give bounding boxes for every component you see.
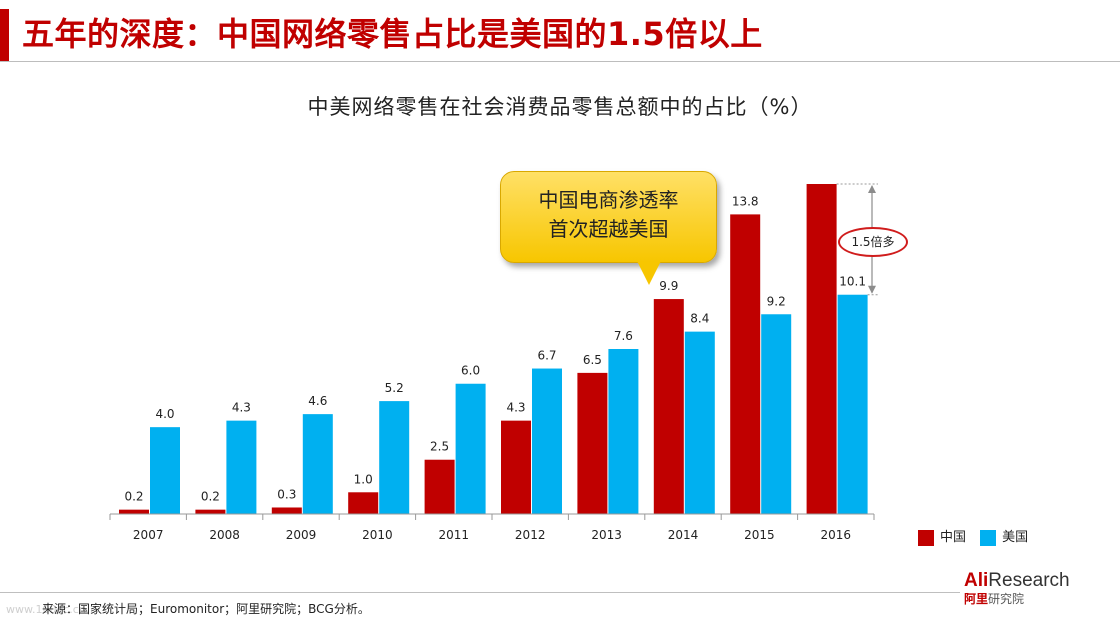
legend-item-china: 中国	[918, 526, 966, 546]
bar-usa-2007	[150, 427, 180, 514]
aliresearch-logo: AliResearch 阿里研究院	[964, 570, 1120, 607]
bar-china-2011	[424, 459, 455, 514]
legend-swatch-usa	[980, 529, 997, 546]
data-label-usa-2008: 4.3	[232, 401, 251, 415]
callout-pointer	[637, 261, 661, 285]
data-label-china-2010: 1.0	[354, 472, 373, 486]
bar-china-2013	[577, 372, 608, 514]
legend-label-usa: 美国	[1002, 530, 1029, 545]
bar-china-2015	[730, 214, 761, 515]
chart-legend: 中国 美国	[918, 526, 1038, 546]
bar-usa-2008	[226, 420, 257, 514]
logo-wordmark: AliResearch	[964, 570, 1120, 592]
callout-text: 中国电商渗透率 首次超越美国	[501, 186, 716, 244]
bar-usa-2009	[302, 414, 333, 514]
legend-swatch-china	[918, 529, 934, 546]
bar-usa-2014	[684, 331, 715, 514]
callout-line-2: 首次超越美国	[548, 217, 669, 241]
logo-ali-text: Ali	[964, 570, 989, 591]
data-label-usa-2013: 7.6	[614, 329, 633, 343]
slide-title: 五年的深度：中国网络零售占比是美国的1.5倍以上	[22, 15, 763, 53]
data-label-china-2008: 0.2	[201, 490, 220, 504]
legend-item-usa: 美国	[980, 526, 1028, 546]
data-label-usa-2012: 6.7	[537, 349, 556, 363]
bar-china-2007	[119, 509, 149, 514]
data-label-usa-2007: 4.0	[155, 407, 174, 421]
title-divider	[0, 61, 1120, 62]
bar-usa-2011	[455, 383, 486, 514]
callout-line-1: 中国电商渗透率	[538, 188, 679, 212]
x-tick-label-2015: 2015	[744, 528, 775, 542]
logo-subtitle: 阿里研究院	[964, 590, 1120, 607]
bar-china-2009	[271, 507, 302, 514]
data-label-china-2009: 0.3	[277, 487, 296, 501]
x-tick-label-2007: 2007	[133, 528, 164, 542]
data-label-usa-2011: 6.0	[461, 364, 480, 378]
bar-china-2008	[195, 509, 226, 514]
logo-sub-institute: 研究院	[988, 592, 1025, 606]
data-label-usa-2015: 9.2	[767, 294, 786, 308]
bar-usa-2015	[761, 314, 792, 514]
title-accent-bar	[0, 9, 9, 61]
footer-divider	[0, 592, 960, 593]
logo-sub-ali: 阿里	[964, 592, 989, 606]
legend-label-china: 中国	[940, 530, 967, 545]
x-tick-label-2012: 2012	[515, 528, 546, 542]
chart-title: 中美网络零售在社会消费品零售总额中的占比（%）	[307, 95, 813, 119]
data-label-china-2012: 4.3	[506, 401, 525, 415]
callout-bubble: 中国电商渗透率 首次超越美国	[500, 171, 717, 285]
bar-china-2014	[653, 299, 684, 514]
data-label-china-2013: 6.5	[583, 353, 602, 367]
data-label-usa-2014: 8.4	[690, 312, 709, 326]
x-tick-label-2016: 2016	[821, 528, 852, 542]
bar-usa-2010	[379, 401, 410, 514]
x-tick-label-2014: 2014	[668, 528, 699, 542]
data-label-china-2015: 13.8	[732, 194, 759, 208]
data-label-usa-2016: 10.1	[839, 275, 866, 289]
data-label-usa-2010: 5.2	[385, 381, 404, 395]
bar-usa-2016	[837, 294, 868, 514]
data-label-china-2014: 9.9	[659, 279, 678, 293]
data-label-china-2007: 0.2	[124, 490, 143, 504]
x-tick-label-2013: 2013	[591, 528, 622, 542]
data-label-china-2011: 2.5	[430, 440, 449, 454]
bar-china-2012	[501, 420, 531, 514]
bar-china-2010	[348, 492, 379, 514]
x-tick-label-2011: 2011	[439, 528, 470, 542]
watermark: www.100ec.cn	[6, 603, 86, 616]
x-tick-label-2008: 2008	[209, 528, 240, 542]
logo-research-text: Research	[988, 570, 1070, 591]
bar-usa-2013	[608, 349, 639, 514]
bar-china-2016	[806, 184, 837, 514]
ratio-annotation: 1.5倍多	[838, 227, 908, 257]
source-note: 来源：国家统计局；Euromonitor；阿里研究院；BCG分析。	[42, 602, 370, 616]
gap-arrow-head-down	[868, 285, 876, 294]
data-label-usa-2009: 4.6	[308, 394, 327, 408]
gap-arrow-head-up	[868, 185, 876, 193]
bar-usa-2012	[532, 368, 562, 514]
x-tick-label-2009: 2009	[286, 528, 317, 542]
x-tick-label-2010: 2010	[362, 528, 393, 542]
